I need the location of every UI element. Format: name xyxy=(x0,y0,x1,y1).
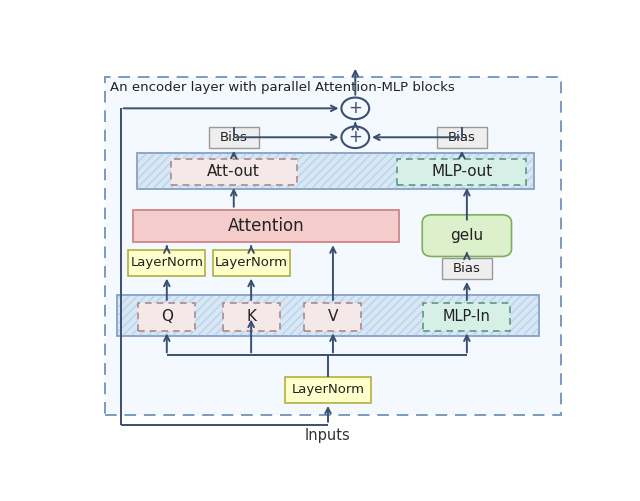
FancyBboxPatch shape xyxy=(209,127,259,148)
Text: +: + xyxy=(348,99,362,117)
Text: Inputs: Inputs xyxy=(305,427,351,442)
Text: MLP-In: MLP-In xyxy=(443,309,491,324)
Text: +: + xyxy=(348,128,362,146)
FancyBboxPatch shape xyxy=(129,249,205,276)
Text: Attention: Attention xyxy=(228,217,304,235)
FancyBboxPatch shape xyxy=(212,249,289,276)
FancyBboxPatch shape xyxy=(138,303,195,331)
Text: gelu: gelu xyxy=(451,228,483,243)
Text: Bias: Bias xyxy=(448,131,476,144)
FancyBboxPatch shape xyxy=(105,78,561,415)
FancyBboxPatch shape xyxy=(170,159,297,185)
Text: Att-out: Att-out xyxy=(207,164,260,179)
FancyBboxPatch shape xyxy=(305,303,362,331)
FancyBboxPatch shape xyxy=(285,377,371,403)
FancyBboxPatch shape xyxy=(422,215,511,257)
FancyBboxPatch shape xyxy=(117,296,539,336)
FancyBboxPatch shape xyxy=(437,127,486,148)
Text: K: K xyxy=(246,309,256,324)
Text: LayerNorm: LayerNorm xyxy=(131,256,204,269)
Text: MLP-out: MLP-out xyxy=(431,164,493,179)
FancyBboxPatch shape xyxy=(133,209,399,242)
Text: LayerNorm: LayerNorm xyxy=(214,256,287,269)
FancyBboxPatch shape xyxy=(137,153,534,189)
FancyBboxPatch shape xyxy=(223,303,280,331)
FancyBboxPatch shape xyxy=(424,303,510,331)
Text: V: V xyxy=(328,309,338,324)
Text: LayerNorm: LayerNorm xyxy=(291,383,365,396)
FancyBboxPatch shape xyxy=(397,159,527,185)
FancyBboxPatch shape xyxy=(442,258,492,279)
Text: Q: Q xyxy=(161,309,173,324)
Text: An encoder layer with parallel Attention-MLP blocks: An encoder layer with parallel Attention… xyxy=(110,81,454,94)
Text: Bias: Bias xyxy=(453,262,481,275)
Text: Bias: Bias xyxy=(220,131,248,144)
